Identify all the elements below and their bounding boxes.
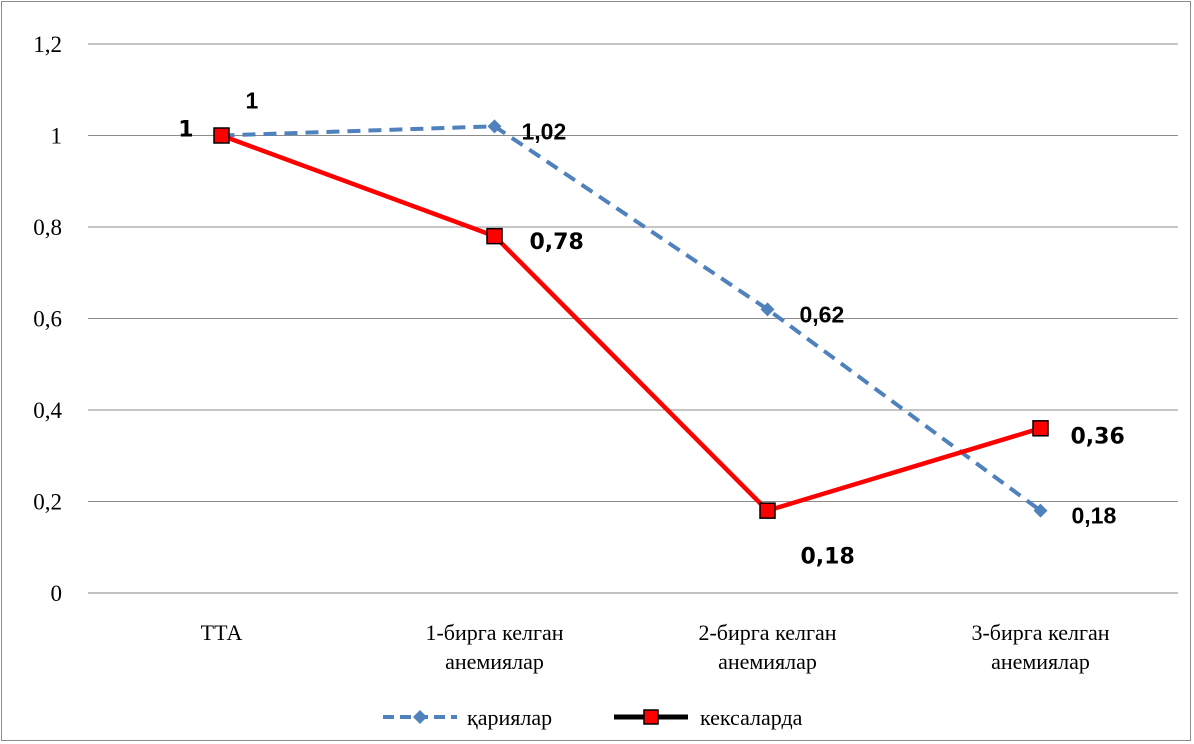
y-tick-label: 0,2 [33, 490, 62, 515]
x-category-label: 3-бирга келган [971, 620, 1109, 645]
legend-marker [643, 709, 659, 725]
x-category-label: анемиялар [718, 649, 817, 674]
y-tick-label: 0,8 [33, 215, 62, 240]
data-point-square [1032, 420, 1049, 437]
data-point-diamond [487, 119, 502, 134]
series-line-2 [220, 133, 1042, 514]
data-label: 1,02 [522, 118, 567, 144]
data-point-square [213, 127, 230, 144]
x-category-label: 1-бирга келган [425, 620, 563, 645]
x-category-label: анемиялар [991, 649, 1090, 674]
data-point-diamond [760, 302, 775, 317]
legend-label: кексаларда [700, 705, 803, 730]
y-tick-label: 1,2 [33, 32, 62, 57]
data-label: 0,36 [1071, 424, 1125, 449]
x-category-label: ТТА [201, 620, 243, 645]
legend-label: қариялар [467, 705, 552, 730]
data-point-diamond [1033, 503, 1048, 518]
legend-marker [413, 710, 427, 724]
x-category-label: анемиялар [445, 649, 544, 674]
data-label: 0,18 [801, 545, 855, 570]
data-label: 0,18 [1072, 503, 1117, 529]
data-point-square [759, 502, 776, 519]
series-line-1 [221, 124, 1042, 513]
legend-item: кексаларда [614, 705, 803, 730]
y-tick-label: 0,6 [33, 307, 62, 332]
x-category-label: 2-бирга келган [698, 620, 836, 645]
data-label: 1 [246, 88, 259, 114]
y-tick-label: 1 [51, 124, 63, 149]
data-point-square [486, 227, 503, 245]
data-label: 1 [178, 118, 193, 143]
y-tick-label: 0,4 [33, 398, 62, 423]
data-label: 0,62 [800, 301, 845, 327]
data-label: 0,78 [530, 230, 584, 255]
y-tick-label: 0 [51, 581, 63, 606]
legend-item: қариялар [383, 705, 552, 730]
